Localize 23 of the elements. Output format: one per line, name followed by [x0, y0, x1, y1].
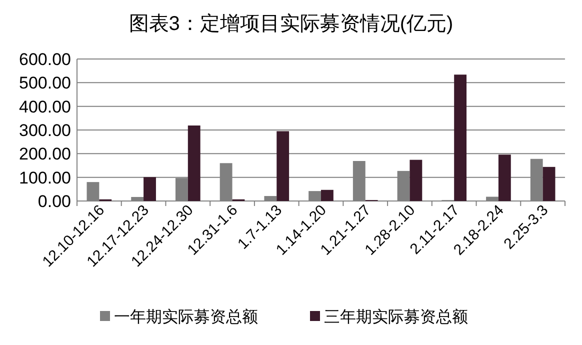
- bar: [86, 182, 100, 201]
- legend-label: 一年期实际募资总额: [114, 308, 258, 326]
- bar: [188, 126, 200, 201]
- bar: [321, 190, 334, 201]
- y-tick-label: 600.00: [19, 50, 71, 69]
- chart-title: 图表3：定增项目实际募资情况(亿元): [128, 13, 454, 35]
- y-tick-label: 300.00: [19, 121, 71, 140]
- legend-label: 三年期实际募资总额: [324, 308, 468, 326]
- bar: [264, 196, 277, 201]
- bar: [276, 131, 290, 201]
- bar: [486, 196, 498, 201]
- bar: [498, 154, 511, 201]
- y-tick-label: 200.00: [19, 144, 71, 164]
- y-tick-label: 400.00: [19, 97, 71, 116]
- bar: [131, 196, 144, 201]
- y-tick-label: 100.00: [19, 168, 71, 188]
- bar: [410, 160, 422, 201]
- bar: [144, 177, 156, 201]
- bar: [542, 166, 556, 201]
- y-tick-label: 500.00: [19, 74, 71, 93]
- bar: [454, 74, 467, 201]
- bar: [308, 191, 321, 201]
- y-tick-label: 0.00: [38, 192, 71, 211]
